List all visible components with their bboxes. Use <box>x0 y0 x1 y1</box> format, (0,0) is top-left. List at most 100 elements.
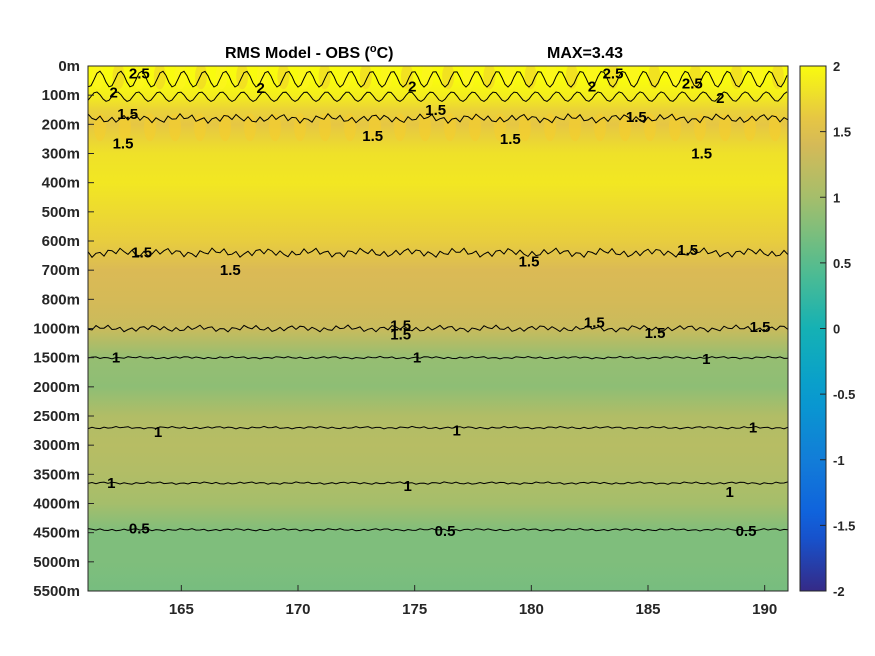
contour-label: 1.5 <box>390 318 411 335</box>
surface-ripple <box>195 66 207 90</box>
contour-label: 1.5 <box>519 253 540 270</box>
subsurface-eddy <box>444 113 456 142</box>
surface-ripple <box>174 66 187 90</box>
subsurface-eddy <box>569 113 581 142</box>
subsurface-eddy <box>244 113 256 142</box>
subsurface-eddy <box>594 113 606 142</box>
subsurface-eddy <box>719 113 731 142</box>
x-tick-label: 170 <box>285 601 310 618</box>
subsurface-eddy <box>219 113 231 142</box>
subsurface-eddy <box>319 113 331 142</box>
contour-line <box>88 481 788 485</box>
contour-line <box>88 425 788 430</box>
colorbar-tick-label: -1 <box>833 453 845 468</box>
colorbar-tick-label: -2 <box>833 584 845 599</box>
surface-ripple <box>648 66 661 90</box>
subsurface-eddy <box>769 113 781 142</box>
y-tick-label: 600m <box>42 233 80 250</box>
y-tick-label: 2000m <box>33 379 80 396</box>
contour-label: 1.5 <box>425 102 446 119</box>
contour-label: 2.5 <box>603 65 624 82</box>
contour-line <box>88 91 788 102</box>
surface-ripple <box>442 66 455 90</box>
subsurface-eddy <box>469 113 481 142</box>
plot-area: 2.52 2 2 22.52.521.5 1.5 1.51.5 1.5 1.51.51.51.… <box>87 65 789 592</box>
contour-label: 1.5 <box>220 262 241 279</box>
subsurface-eddy <box>419 113 431 142</box>
y-tick-label: 300m <box>42 146 80 163</box>
surface-ripple <box>339 66 352 90</box>
subsurface-eddy <box>694 113 706 142</box>
surface-ripple <box>462 66 475 90</box>
y-tick-label: 700m <box>42 262 80 279</box>
contour-lines <box>88 70 788 532</box>
x-tick-label: 175 <box>402 601 427 618</box>
y-tick-label: 0m <box>58 58 80 75</box>
y-tick-label: 4500m <box>33 525 80 542</box>
contour-label: 1 <box>452 423 460 440</box>
x-tick-label: 180 <box>519 601 544 618</box>
contour-label: 2 <box>716 90 724 107</box>
subsurface-eddy <box>369 113 381 142</box>
surface-ripple <box>771 66 784 90</box>
y-tick-label: 4000m <box>33 496 80 513</box>
contour-label: 0.5 <box>435 523 456 540</box>
surface-ripple <box>710 66 722 90</box>
colorbar-tick-label: 0 <box>833 322 840 337</box>
contour-label: 2.5 <box>682 76 703 93</box>
contour-line <box>88 527 788 532</box>
contour-label: 1 <box>403 478 411 495</box>
y-tick-label: 2500m <box>33 408 80 425</box>
subsurface-eddy <box>194 113 206 142</box>
colorbar-tick-label: 1.5 <box>833 125 851 140</box>
contour-label: 1.5 <box>131 245 152 262</box>
contour-label: 2.5 <box>129 65 150 82</box>
y-tick-label: 3000m <box>33 437 80 454</box>
surface-ripple <box>401 66 413 90</box>
colorbar-tick-label: -1.5 <box>833 518 855 533</box>
contour-label: 1 <box>154 424 162 441</box>
colorbar-tick-label: 2 <box>833 59 840 74</box>
y-tick-label: 200m <box>42 116 80 133</box>
contour-labels: 2.52 2 2 22.52.521.5 1.5 1.51.5 1.5 1.51.51.51.… <box>107 65 770 540</box>
subsurface-eddy <box>269 113 281 142</box>
contour-line <box>88 70 788 88</box>
contour-label: 1.5 <box>500 131 521 148</box>
subsurface-eddy <box>544 113 556 142</box>
subsurface-eddy <box>169 113 181 142</box>
depth-axis: 0m 100m 200m 300m 400m 500m 600m 700m 800m 1000m 1… <box>33 58 94 600</box>
contour-label: 0.5 <box>736 523 757 540</box>
surface-ripple <box>318 66 331 90</box>
surface-ripple <box>153 66 166 90</box>
contour-line <box>88 113 788 124</box>
y-tick-label: 500m <box>42 204 80 221</box>
colorbar: 2 1.5 1 0.5 0 -0.5 -1 -1.5 -2 <box>799 59 855 599</box>
contour-label: 2 <box>256 80 264 97</box>
contour-label: 2 <box>408 78 416 95</box>
contour-label: 1 <box>749 420 757 437</box>
contour-label: 1 <box>702 351 710 368</box>
max-value-label: MAX=3.43 <box>547 45 623 62</box>
field-texture <box>92 66 784 142</box>
surface-ripple <box>483 66 496 90</box>
y-tick-label: 100m <box>42 87 80 104</box>
y-tick-label: 1000m <box>33 321 80 338</box>
surface-ripple <box>627 66 640 90</box>
contour-label: 1 <box>107 475 115 492</box>
contour-line <box>88 247 788 259</box>
contour-label: 1.5 <box>362 128 383 145</box>
subsurface-eddy <box>394 113 406 142</box>
surface-ripple <box>380 66 393 90</box>
y-tick-label: 400m <box>42 175 80 192</box>
contour-label: 1.5 <box>626 109 647 126</box>
surface-ripple <box>751 66 764 90</box>
contour-label: 1.5 <box>677 242 698 259</box>
contour-label: 1.5 <box>117 106 138 123</box>
contour-label: 1 <box>413 350 421 367</box>
surface-ripple <box>524 66 537 90</box>
contour-label: 1 <box>725 484 733 501</box>
longitude-axis: 165 170 175 180 185 190 <box>169 585 777 618</box>
x-tick-label: 165 <box>169 601 194 618</box>
contour-label: 1.5 <box>113 135 134 152</box>
